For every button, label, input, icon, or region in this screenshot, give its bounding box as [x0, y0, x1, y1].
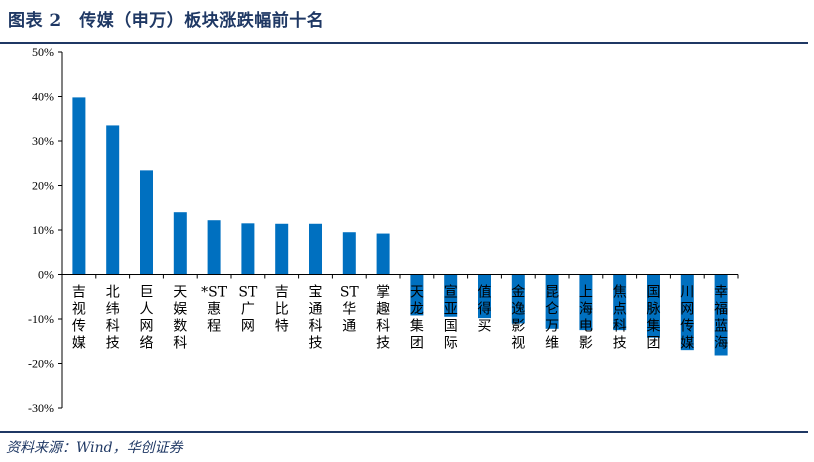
category-label: 天娱数科 [173, 285, 187, 352]
bar [106, 125, 120, 275]
y-tick-label: 50% [32, 45, 54, 59]
category-label: 国脉集团 [647, 285, 661, 352]
category-label: 川网传媒 [680, 285, 694, 352]
y-tick-label: 10% [32, 223, 54, 237]
bar [579, 274, 593, 331]
bar [410, 274, 424, 316]
bar [680, 274, 694, 351]
bar [275, 223, 289, 275]
bar [511, 274, 525, 324]
bar [444, 274, 458, 317]
category-label: ST 华通 [340, 285, 360, 335]
bar [140, 170, 153, 275]
bar [309, 223, 322, 275]
y-tick-label: 0% [38, 268, 54, 282]
bar [613, 274, 627, 331]
bar [241, 223, 255, 275]
category-label: 天龙集团 [410, 285, 424, 352]
category-label: 宝通科技 [309, 285, 323, 352]
y-tick-label: -10% [28, 312, 54, 326]
category-label: 北纬科技 [106, 285, 120, 352]
category-label: 宣亚国际 [444, 285, 458, 352]
category-label: 巨人网络 [140, 285, 154, 352]
category-label: ST 广网 [238, 285, 258, 335]
category-label: 吉视传媒 [72, 285, 86, 352]
chart-title: 图表 2 传媒（申万）板块涨跌幅前十名 [8, 11, 325, 31]
category-label: 焦点科技 [613, 285, 627, 352]
category-label: *ST 惠程 [201, 285, 228, 335]
category-label: 值得买 [478, 285, 492, 335]
category-label: 金逸影视 [511, 285, 525, 352]
category-label: 昆仑万维 [545, 285, 559, 352]
y-tick-label: 20% [32, 179, 54, 193]
bar [647, 274, 660, 338]
y-tick-label: -30% [28, 401, 54, 415]
bar [478, 274, 491, 319]
category-label: 掌趣科技 [376, 285, 390, 352]
bar [342, 232, 356, 275]
header-rule [0, 42, 808, 44]
bar [545, 274, 559, 329]
y-tick-label: 40% [32, 90, 54, 104]
category-label: 吉比特 [275, 285, 289, 335]
bar [207, 220, 221, 275]
bar [173, 212, 187, 275]
y-tick-label: -20% [28, 357, 54, 371]
bar [72, 97, 86, 275]
y-tick-label: 30% [32, 134, 54, 148]
category-label: 上海电影 [579, 285, 593, 352]
source-note: 资料来源：Wind，华创证券 [6, 440, 183, 456]
footer-rule [0, 431, 808, 433]
bar [714, 274, 728, 356]
category-label: 幸福蓝海 [714, 285, 728, 352]
bar [376, 233, 390, 275]
